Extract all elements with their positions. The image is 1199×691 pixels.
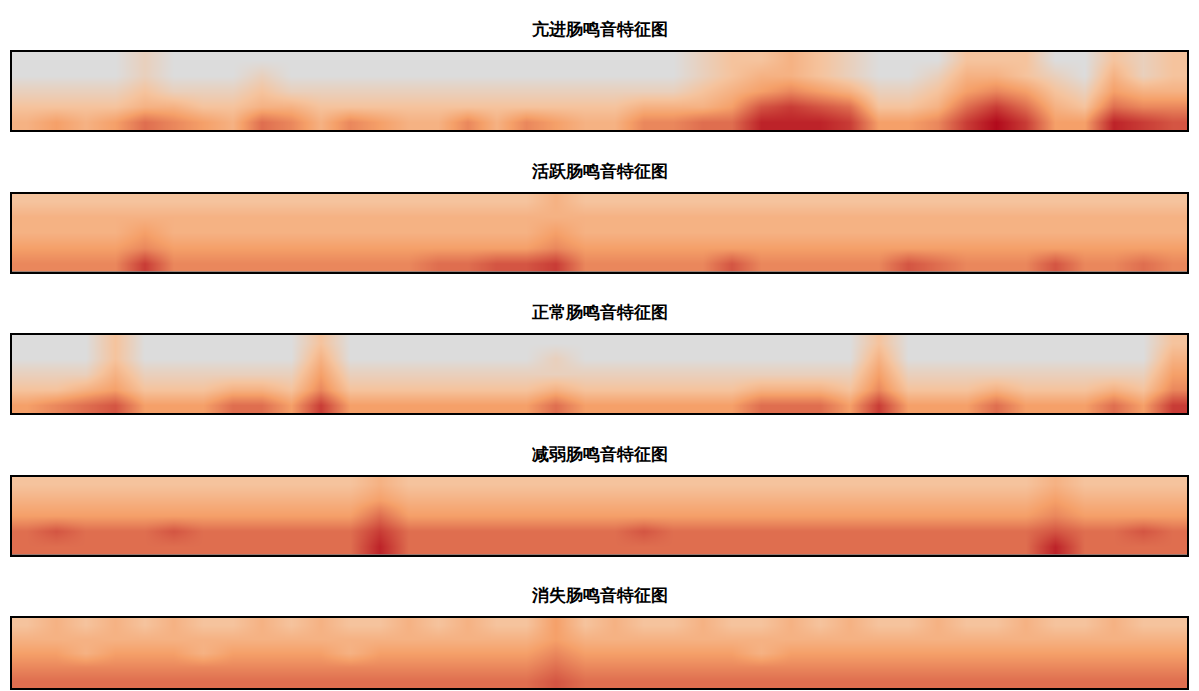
svg-text:减弱肠鸣音特征图: 减弱肠鸣音特征图 bbox=[532, 444, 668, 464]
svg-text:亢进肠鸣音特征图: 亢进肠鸣音特征图 bbox=[531, 19, 668, 39]
svg-text:消失肠鸣音特征图: 消失肠鸣音特征图 bbox=[531, 585, 668, 605]
svg-text:正常肠鸣音特征图: 正常肠鸣音特征图 bbox=[531, 302, 668, 322]
svg-text:活跃肠鸣音特征图: 活跃肠鸣音特征图 bbox=[531, 161, 668, 181]
